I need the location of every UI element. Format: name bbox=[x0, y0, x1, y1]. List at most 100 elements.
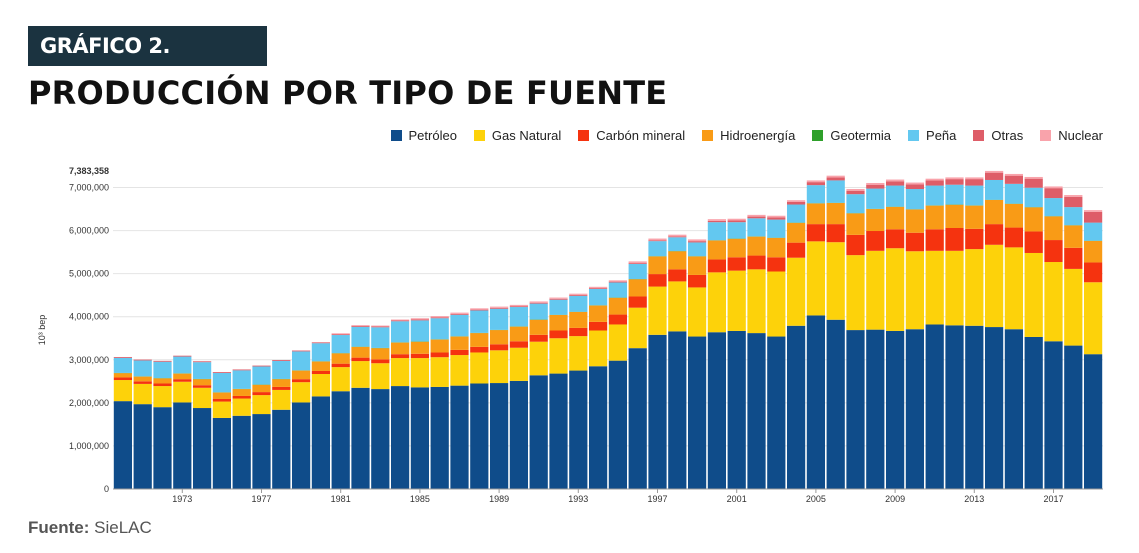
bar-segment bbox=[826, 319, 845, 489]
bar-segment bbox=[727, 220, 746, 223]
bar-segment bbox=[905, 182, 925, 185]
bar-segment bbox=[608, 314, 628, 325]
bar-segment bbox=[1024, 231, 1043, 253]
x-tick-label: 1997 bbox=[647, 494, 667, 504]
bar-segment bbox=[826, 180, 845, 203]
bar-segment bbox=[430, 318, 449, 340]
bar-segment bbox=[846, 189, 865, 191]
bar-segment bbox=[470, 310, 489, 333]
bar-segment bbox=[984, 172, 1004, 180]
bar-segment bbox=[1024, 176, 1043, 179]
bar-segment bbox=[549, 298, 568, 300]
bar-segment bbox=[569, 295, 588, 312]
bar-segment bbox=[173, 373, 192, 380]
legend-item-6[interactable]: Otras bbox=[973, 128, 1023, 143]
bar-segment bbox=[1004, 247, 1024, 330]
bar-segment bbox=[885, 330, 905, 489]
bar-segment bbox=[1024, 336, 1043, 489]
bar-segment bbox=[628, 348, 647, 489]
legend-item-2[interactable]: Carbón mineral bbox=[578, 128, 685, 143]
bar-segment bbox=[866, 231, 885, 251]
bar-segment bbox=[707, 332, 727, 489]
bar-segment bbox=[470, 346, 489, 353]
legend-item-4[interactable]: Geotermia bbox=[812, 128, 891, 143]
bar-segment bbox=[489, 383, 509, 489]
bar-segment bbox=[529, 341, 548, 376]
bar-segment bbox=[192, 387, 212, 409]
bar-segment bbox=[1044, 186, 1063, 189]
bar-segment bbox=[668, 269, 687, 282]
bar-segment bbox=[806, 224, 826, 242]
bar-segment bbox=[529, 375, 548, 489]
bar-segment bbox=[668, 236, 687, 238]
bar-segment bbox=[549, 373, 568, 489]
bar-segment bbox=[410, 358, 430, 388]
x-tick-label: 1985 bbox=[410, 494, 430, 504]
bar-segment bbox=[470, 333, 489, 347]
legend-item-0[interactable]: Petróleo bbox=[390, 128, 457, 143]
bar-segment bbox=[569, 294, 588, 296]
legend-label: Carbón mineral bbox=[596, 128, 686, 143]
bar-segment bbox=[965, 185, 984, 206]
bar-segment bbox=[786, 242, 806, 258]
bar-segment bbox=[133, 383, 152, 405]
legend-item-1[interactable]: Gas Natural bbox=[473, 128, 561, 143]
bar-segment bbox=[1004, 203, 1024, 228]
legend-item-7[interactable]: Nuclear bbox=[1040, 128, 1103, 143]
bar-segment bbox=[965, 325, 984, 489]
bar-segment bbox=[489, 307, 509, 309]
bar-segment bbox=[371, 327, 390, 348]
bar-segment bbox=[291, 350, 311, 352]
bar-segment bbox=[588, 366, 608, 489]
bar-segment bbox=[509, 304, 529, 307]
bar-segment bbox=[727, 270, 746, 331]
bar-segment bbox=[628, 263, 647, 264]
bar-segment bbox=[153, 386, 172, 408]
bar-segment bbox=[747, 269, 766, 334]
bar-segment bbox=[588, 288, 608, 289]
x-tick-label: 2017 bbox=[1043, 494, 1063, 504]
bar-segment bbox=[984, 327, 1004, 489]
bar-segment bbox=[707, 259, 727, 273]
bar-segment bbox=[866, 250, 885, 330]
bar-segment bbox=[291, 379, 311, 383]
legend-item-3[interactable]: Hidroenergía bbox=[702, 128, 795, 143]
bar-segment bbox=[866, 182, 885, 185]
bar-segment bbox=[727, 257, 746, 271]
bar-segment bbox=[925, 180, 944, 186]
bar-segment bbox=[826, 175, 845, 178]
bar-segment bbox=[984, 244, 1004, 328]
bar-segment bbox=[173, 381, 192, 403]
bar-segment bbox=[390, 386, 410, 489]
bar-segment bbox=[866, 184, 885, 189]
bar-segment bbox=[786, 222, 806, 243]
bar-segment bbox=[450, 355, 469, 386]
bar-segment bbox=[351, 346, 370, 358]
bar-segment bbox=[569, 327, 588, 337]
bar-segment bbox=[648, 238, 667, 241]
bar-segment bbox=[509, 380, 529, 489]
bar-segment bbox=[252, 414, 271, 489]
y-tick-label: 6,000,000 bbox=[69, 226, 109, 236]
bar-segment bbox=[668, 237, 687, 252]
bar-segment bbox=[866, 188, 885, 209]
bar-segment bbox=[945, 177, 964, 180]
bar-segment bbox=[232, 369, 251, 371]
bar-segment bbox=[628, 279, 647, 297]
bar-segment bbox=[133, 360, 152, 377]
bar-segment bbox=[351, 325, 370, 326]
legend-item-5[interactable]: Peña bbox=[908, 128, 956, 143]
bar-segment bbox=[272, 386, 291, 390]
bar-segment bbox=[945, 227, 964, 251]
bar-segment bbox=[331, 334, 350, 336]
bar-segment bbox=[351, 325, 370, 327]
bar-segment bbox=[767, 336, 786, 489]
bar-segment bbox=[588, 286, 608, 289]
bar-segment bbox=[450, 336, 469, 350]
bar-segment bbox=[173, 379, 192, 382]
bar-segment bbox=[588, 321, 608, 331]
bar-segment bbox=[707, 272, 727, 333]
bar-segment bbox=[509, 307, 529, 327]
bar-segment bbox=[747, 333, 766, 489]
bar-segment bbox=[925, 250, 944, 325]
